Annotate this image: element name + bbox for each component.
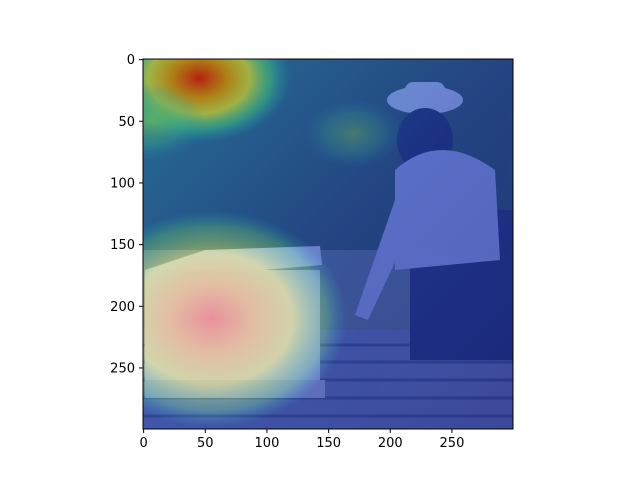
y-tick-label: 250	[110, 361, 135, 376]
axes-frame	[142, 58, 514, 430]
y-tick-label: 150	[110, 238, 135, 253]
x-axis: 0 50 100 150 200 250	[139, 429, 464, 451]
x-tick-label: 50	[197, 436, 214, 451]
y-tick-label: 100	[110, 176, 135, 191]
x-tick-label: 200	[378, 436, 403, 451]
y-tick-label: 200	[110, 300, 135, 315]
y-tick-label: 50	[118, 115, 135, 130]
x-tick-label: 0	[139, 436, 147, 451]
y-tick-label: 0	[127, 53, 135, 68]
y-axis: 0 50 100 150 200 250	[110, 53, 143, 376]
heatmap-hotspot	[303, 99, 403, 169]
image-panel	[143, 59, 513, 429]
x-tick-label: 250	[440, 436, 465, 451]
x-tick-label: 100	[255, 436, 280, 451]
heatmap-hotspot	[143, 82, 206, 161]
heatmap-overlay	[143, 59, 513, 429]
x-tick-label: 150	[316, 436, 341, 451]
heatmap-hotspot	[143, 210, 348, 428]
